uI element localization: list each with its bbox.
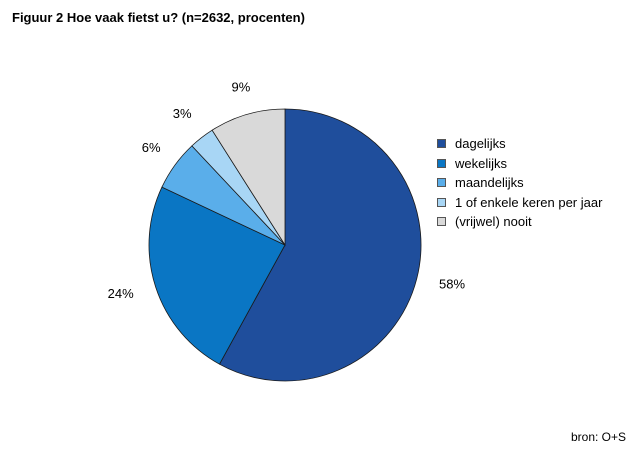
slice-value-label-5: 9%	[232, 79, 251, 94]
legend-label: maandelijks	[455, 175, 524, 191]
legend-item-2: wekelijks	[437, 154, 602, 174]
pie-slice-1	[218, 108, 422, 382]
legend-label: 1 of enkele keren per jaar	[455, 194, 603, 210]
slice-value-label-2: 24%	[108, 286, 134, 301]
legend-item-3: maandelijks	[437, 173, 602, 193]
legend-label: dagelijks	[455, 136, 506, 152]
slice-value-label-3: 6%	[142, 140, 161, 155]
slice-value-label-1: 58%	[439, 276, 465, 291]
legend-label: (vrijwel) nooit	[455, 214, 532, 230]
legend-item-4: 1 of enkele keren per jaar	[437, 193, 602, 213]
pie-slice-2	[148, 186, 286, 365]
pie-slice-5	[211, 108, 286, 247]
legend-item-1: dagelijks	[437, 134, 602, 154]
legend-swatch	[437, 217, 446, 227]
legend-swatch	[437, 178, 446, 188]
legend-swatch	[437, 197, 446, 207]
legend-swatch	[437, 158, 446, 168]
legend-label: wekelijks	[455, 155, 508, 171]
legend-swatch	[437, 139, 446, 149]
legend: dagelijks wekelijks maandelijks 1 of enkele…	[437, 134, 602, 232]
slice-value-label-4: 3%	[173, 106, 192, 121]
legend-item-5: (vrijwel) nooit	[437, 212, 602, 232]
source-note: bron: O+S	[570, 430, 626, 444]
chart-title: Figuur 2 Hoe vaak fietst u? (n=2632, pro…	[12, 10, 305, 25]
